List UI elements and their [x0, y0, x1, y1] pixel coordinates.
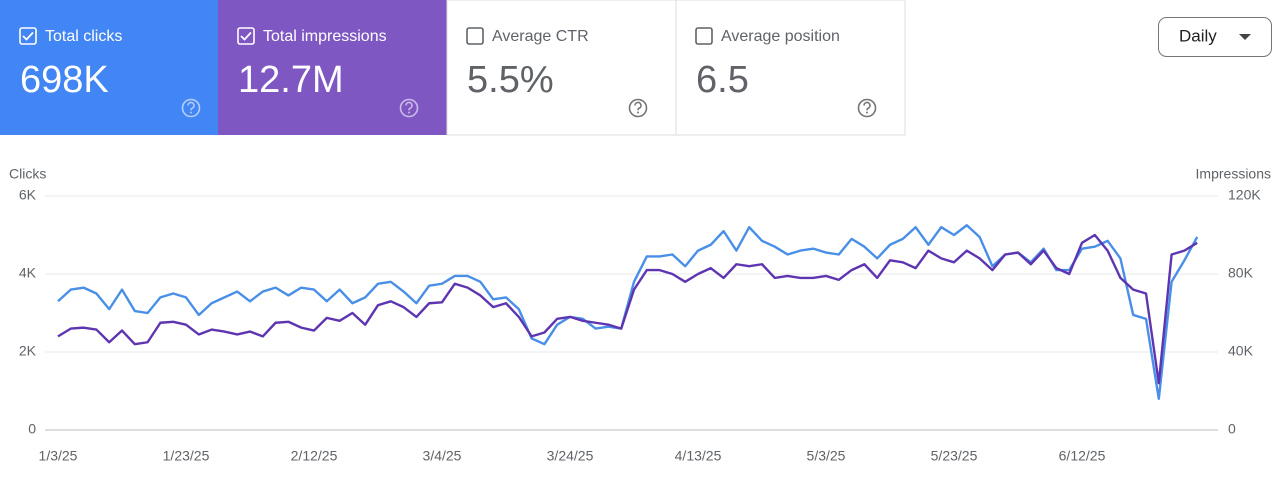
x-tick-label: 3/24/25 [547, 448, 594, 464]
x-tick-label: 1/3/25 [39, 448, 78, 464]
data-line [57, 233, 1198, 385]
y-tick-label: 4K [19, 265, 37, 281]
help-icon-dot [866, 111, 868, 114]
y-tick-label: 0 [28, 421, 36, 437]
help-icon-dot [408, 111, 410, 114]
x-tick-label: 1/23/25 [163, 448, 210, 464]
checkmark [22, 31, 34, 41]
metric-card[interactable]: Total impressions 12.7M [218, 0, 447, 135]
x-tick-label: 5/3/25 [807, 448, 846, 464]
card-label: Average CTR [492, 28, 589, 45]
help-icon-mark [634, 101, 642, 111]
checkbox[interactable] [19, 27, 37, 45]
y2-axis-title: Impressions [1196, 166, 1271, 182]
x-tick-label: 6/12/25 [1059, 448, 1106, 464]
checkbox[interactable] [466, 27, 484, 45]
help-icon[interactable] [181, 98, 201, 118]
checkbox[interactable] [237, 27, 255, 45]
help-icon[interactable] [857, 98, 877, 118]
help-icon-mark [187, 101, 195, 111]
help-icon[interactable] [628, 98, 648, 118]
help-icon-mark [405, 101, 413, 111]
help-icon-dot [637, 111, 639, 114]
y-tick-label: 2K [19, 343, 37, 359]
x-tick-label: 5/23/25 [931, 448, 978, 464]
card-value: 5.5% [467, 59, 554, 101]
metric-card[interactable]: Average CTR 5.5% [446, 0, 677, 136]
card-value: 698K [20, 59, 109, 101]
x-tick-label: 4/13/25 [675, 448, 722, 464]
dropdown-box [1158, 17, 1272, 57]
card-value: 6.5 [696, 59, 749, 101]
card-label: Average position [721, 28, 840, 45]
help-icon[interactable] [399, 98, 419, 118]
checkmark [240, 31, 252, 41]
y-tick-label: 6K [19, 187, 37, 203]
x-tick-label: 2/12/25 [291, 448, 338, 464]
dropdown-label: Daily [1179, 26, 1217, 45]
period-dropdown[interactable]: Daily [1158, 17, 1272, 57]
y2-tick-label: 0 [1228, 421, 1236, 437]
x-tick-label: 3/4/25 [423, 448, 462, 464]
y2-tick-label: 80K [1228, 265, 1254, 281]
card-label: Total impressions [263, 28, 387, 45]
card-label: Total clicks [45, 28, 122, 45]
y-axis-title: Clicks [9, 166, 46, 182]
metric-card[interactable]: Total clicks 698K [0, 0, 218, 135]
card-background [0, 0, 218, 135]
dropdown-caret [1239, 34, 1251, 40]
card-value: 12.7M [238, 59, 344, 101]
checkbox[interactable] [695, 27, 713, 45]
metric-card[interactable]: Average position 6.5 [675, 0, 906, 136]
y2-tick-label: 120K [1228, 187, 1261, 203]
help-icon-dot [190, 111, 192, 114]
y2-tick-label: 40K [1228, 343, 1254, 359]
help-icon-mark [863, 101, 871, 111]
